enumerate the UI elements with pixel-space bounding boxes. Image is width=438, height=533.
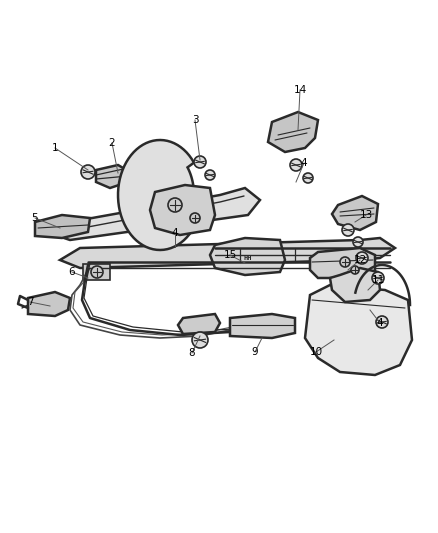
Polygon shape: [178, 314, 220, 334]
Text: 4: 4: [172, 228, 178, 238]
Polygon shape: [28, 292, 70, 316]
Circle shape: [342, 224, 354, 236]
Text: 15: 15: [223, 250, 237, 260]
Text: 4: 4: [377, 318, 383, 328]
Circle shape: [353, 237, 363, 247]
Circle shape: [205, 170, 215, 180]
Text: 5: 5: [32, 213, 38, 223]
Text: 3: 3: [192, 115, 198, 125]
Text: 13: 13: [359, 210, 373, 220]
Circle shape: [91, 266, 103, 278]
Text: 11: 11: [371, 275, 385, 285]
Polygon shape: [210, 238, 285, 275]
Polygon shape: [310, 248, 375, 278]
Circle shape: [290, 159, 302, 171]
Text: 7: 7: [27, 297, 33, 307]
Polygon shape: [330, 268, 380, 302]
Polygon shape: [230, 314, 295, 338]
Circle shape: [356, 252, 368, 264]
Text: 14: 14: [293, 85, 307, 95]
Circle shape: [376, 316, 388, 328]
Polygon shape: [268, 112, 318, 152]
Circle shape: [190, 213, 200, 223]
Circle shape: [351, 266, 359, 274]
Polygon shape: [305, 285, 412, 375]
Polygon shape: [96, 165, 130, 188]
Text: 4: 4: [301, 158, 307, 168]
Text: 2: 2: [109, 138, 115, 148]
Circle shape: [303, 173, 313, 183]
Polygon shape: [55, 188, 260, 240]
Polygon shape: [35, 215, 90, 238]
Text: 10: 10: [309, 347, 322, 357]
Circle shape: [192, 332, 208, 348]
Polygon shape: [332, 196, 378, 230]
Polygon shape: [118, 140, 194, 250]
Circle shape: [194, 156, 206, 168]
Circle shape: [340, 257, 350, 267]
Circle shape: [372, 272, 384, 284]
Circle shape: [168, 198, 182, 212]
Text: 8: 8: [189, 348, 195, 358]
Text: HH: HH: [244, 255, 252, 261]
Polygon shape: [83, 264, 110, 280]
Text: 6: 6: [69, 267, 75, 277]
Polygon shape: [150, 185, 215, 235]
Text: 1: 1: [52, 143, 58, 153]
Text: 12: 12: [353, 255, 367, 265]
Text: 9: 9: [252, 347, 258, 357]
Circle shape: [81, 165, 95, 179]
Polygon shape: [60, 238, 395, 268]
